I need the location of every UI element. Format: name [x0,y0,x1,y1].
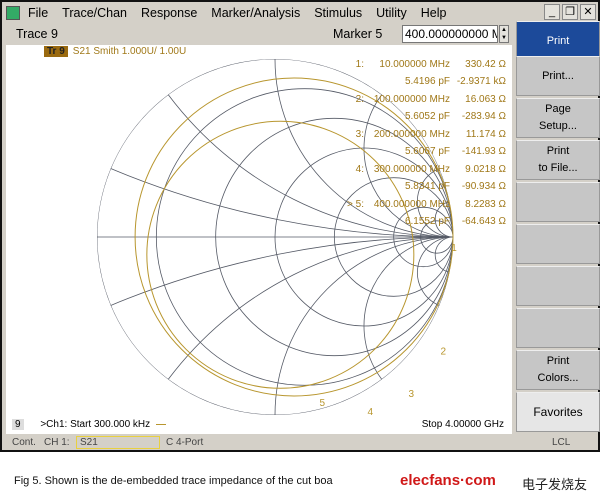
sidebar-button-2[interactable]: Page Setup... [516,98,600,138]
reactance-arc [434,236,453,273]
marker-reactance: -90.934 Ω [461,181,506,192]
figure-caption: Fig 5. Shown is the de-embedded trace im… [14,475,333,487]
marker-reactance: -283.94 Ω [461,111,506,122]
marker-spinner[interactable]: ▲ ▼ [499,25,509,43]
status-channel: CH 1: [44,437,70,448]
trace-format: S21 Smith 1.000U/ 1.00U [72,46,187,57]
sidebar-button-9[interactable]: Favorites [516,392,600,432]
smith-chart-panel: 1 2 3 4 5 Tr 9 S21 Smith 1.000U/ 1.00U 1: 10.… [6,45,512,434]
start-frequency: >Ch1: Start 300.000 kHz [40,419,151,430]
chart-marker-3: 3 [409,389,415,400]
trace-toolbar: Trace 9 Marker 5 400.000000000 MHz ▲▼ [4,23,512,45]
reactance-arc [110,236,453,306]
menu-bar: File Trace/Chan Response Marker/Analysis… [2,2,598,23]
chart-marker-4: 4 [368,407,374,415]
marker-resistance: 9.0218 Ω [465,164,506,175]
marker-label: Marker 5 [333,27,383,41]
menu-utility[interactable]: Utility [376,5,407,20]
trace-outer [134,77,454,397]
sidebar-button-5[interactable] [516,224,600,264]
reactance-arc [363,94,453,238]
sidebar-button-4[interactable] [516,182,600,222]
menu-help[interactable]: Help [420,5,447,20]
channel-badge: 9 [12,419,24,430]
marker-id: 4: [355,164,364,175]
restore-icon[interactable]: ❐ [562,4,578,20]
marker-id: > 5: [347,199,364,210]
trace-badge[interactable]: Tr 9 [44,46,68,57]
marker-reactance: -64.643 Ω [461,216,506,227]
marker-frequency-input[interactable]: 400.000000000 MHz [402,25,498,43]
smith-chart: 1 2 3 4 5 [97,59,457,415]
analyzer-window: File Trace/Chan Response Marker/Analysis… [0,0,600,452]
close-icon[interactable]: ✕ [580,4,596,20]
marker-resistance: 11.174 Ω [465,129,506,140]
sidebar-button-3[interactable]: Print to File... [516,140,600,180]
stop-frequency: Stop 4.00000 GHz [421,419,504,430]
reactance-arc [167,94,453,238]
trace-title: Trace 9 [16,27,58,41]
marker-frequency: 10.000000 MHz [379,59,450,70]
reactance-arc [417,168,453,238]
menu-file[interactable]: File [28,5,49,20]
trace-inner [146,120,415,389]
minimize-icon[interactable]: _ [544,4,560,20]
status-bar: Cont. CH 1: S21 C 4-Port LCL [4,436,598,450]
menu-trace-chan[interactable]: Trace/Chan [62,5,127,20]
marker-capacitance: 5.6052 pF [404,111,450,122]
menu-response[interactable]: Response [141,5,198,20]
watermark-logo: elecfans·com [400,472,496,489]
marker-id: 1: [355,59,364,70]
watermark-chinese: 电子发烧友 [522,477,588,492]
reactance-arc [434,201,453,238]
status-remote: LCL [552,437,571,448]
chart-marker-1: 1 [451,243,457,254]
marker-frequency: 200.000000 MHz [373,129,450,140]
trace-color-swatch [155,423,166,425]
reactance-arc [363,236,453,380]
reactance-arc [167,236,453,380]
marker-id: 2: [355,94,364,105]
channel-footer: 9 >Ch1: Start 300.000 kHz Stop 4.00000 G… [12,419,512,432]
sidebar-button-6[interactable] [516,266,600,306]
sidebar-button-1[interactable]: Print... [516,56,600,96]
reactance-arc [274,59,453,238]
sidebar-button-7[interactable] [516,308,600,348]
marker-capacitance: 6.1552 pF [404,216,450,227]
status-parameter: S21 [76,436,160,449]
marker-frequency: 100.000000 MHz [373,94,450,105]
marker-frequency: 300.000000 MHz [373,164,450,175]
status-mode: Cont. [12,437,36,448]
reactance-arc [274,236,453,415]
resistance-circle [393,206,453,268]
chart-marker-2: 2 [441,346,447,357]
marker-capacitance: 5.6067 pF [404,146,450,157]
status-calibration: C 4-Port [166,437,204,448]
marker-resistance: 16.063 Ω [465,94,506,105]
reactance-arc [110,168,453,238]
marker-capacitance: 5.4196 pF [404,76,450,87]
marker-resistance: 8.2283 Ω [465,199,506,210]
menu-stimulus[interactable]: Stimulus [314,5,363,20]
marker-capacitance: 5.8341 pF [404,181,450,192]
sidebar-button-0[interactable]: Print [516,21,600,61]
chart-marker-5: 5 [320,398,326,409]
marker-reactance: -141.93 Ω [461,146,506,157]
reactance-arc [417,236,453,306]
marker-id: 3: [355,129,364,140]
marker-resistance: 330.42 Ω [465,59,506,70]
menu-marker-analysis[interactable]: Marker/Analysis [211,5,301,20]
sidebar-button-8[interactable]: Print Colors... [516,350,600,390]
marker-reactance: -2.9371 kΩ [456,76,506,87]
app-icon [6,5,20,20]
marker-frequency: 400.000000 MHz [373,199,450,210]
trace-label: Tr 9 S21 Smith 1.000U/ 1.00U [44,46,186,57]
resistance-circle [215,117,453,357]
